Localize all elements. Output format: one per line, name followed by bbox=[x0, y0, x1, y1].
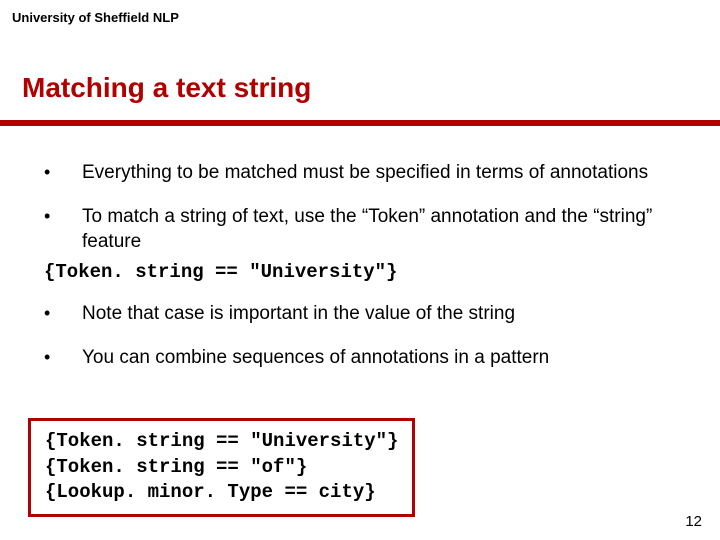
divider bbox=[0, 120, 720, 126]
bullet-text: Everything to be matched must be specifi… bbox=[82, 160, 690, 186]
code-line: {Token. string == "of"} bbox=[45, 455, 398, 481]
inline-code: {Token. string == "University"} bbox=[44, 261, 690, 283]
bullet-text: You can combine sequences of annotations… bbox=[82, 345, 690, 371]
bullet-text: Note that case is important in the value… bbox=[82, 301, 690, 327]
code-box: {Token. string == "University"} {Token. … bbox=[28, 418, 415, 517]
code-line: {Token. string == "University"} bbox=[45, 429, 398, 455]
page-number: 12 bbox=[685, 513, 702, 530]
content-area: • Everything to be matched must be speci… bbox=[44, 160, 690, 388]
bullet-item: • Note that case is important in the val… bbox=[44, 301, 690, 327]
code-line: {Lookup. minor. Type == city} bbox=[45, 480, 398, 506]
header-label: University of Sheffield NLP bbox=[12, 10, 179, 25]
bullet-dot: • bbox=[44, 204, 82, 228]
slide-title: Matching a text string bbox=[22, 72, 311, 104]
slide: University of Sheffield NLP Matching a t… bbox=[0, 0, 720, 540]
bullet-dot: • bbox=[44, 345, 82, 369]
bullet-dot: • bbox=[44, 160, 82, 184]
bullet-text: To match a string of text, use the “Toke… bbox=[82, 204, 690, 255]
bullet-item: • You can combine sequences of annotatio… bbox=[44, 345, 690, 371]
bullet-dot: • bbox=[44, 301, 82, 325]
bullet-item: • Everything to be matched must be speci… bbox=[44, 160, 690, 186]
bullet-item: • To match a string of text, use the “To… bbox=[44, 204, 690, 255]
